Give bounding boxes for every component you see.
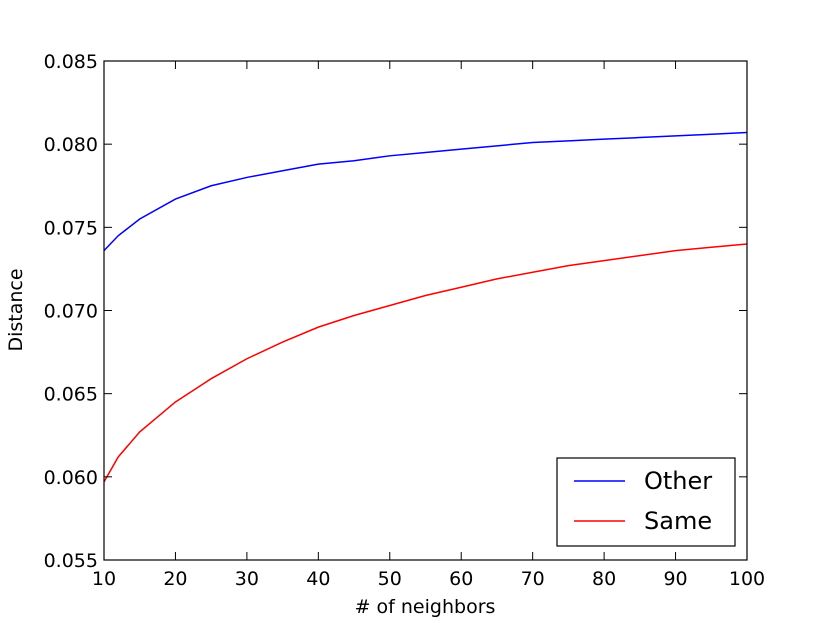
- x-tick-label: 100: [729, 568, 765, 590]
- y-tick-label: 0.060: [44, 467, 98, 489]
- series-lines: [103, 131, 748, 483]
- y-axis-label: Distance: [5, 268, 27, 351]
- x-axis-label: # of neighbors: [355, 596, 496, 618]
- x-tick-label: 30: [235, 568, 259, 590]
- x-tick-label: 80: [592, 568, 616, 590]
- x-tick-label: 40: [306, 568, 330, 590]
- axis-tick-labels: 10 20 30 40 50 60 70 80 90 100 0.055 0.060 0.065 0.07…: [44, 51, 766, 590]
- x-tick-label: 90: [663, 568, 687, 590]
- x-tick-label: 20: [163, 568, 187, 590]
- x-tick-label: 10: [92, 568, 116, 590]
- legend-label-other: Other: [644, 467, 712, 495]
- x-tick-label: 50: [378, 568, 402, 590]
- y-tick-label: 0.055: [44, 550, 98, 572]
- y-tick-label: 0.070: [44, 301, 98, 323]
- x-tick-label: 70: [521, 568, 545, 590]
- axis-ticks: [103, 60, 748, 561]
- y-tick-label: 0.065: [44, 384, 98, 406]
- y-tick-label: 0.075: [44, 217, 98, 239]
- legend-label-same: Same: [644, 507, 712, 535]
- y-tick-label: 0.085: [44, 51, 98, 73]
- x-tick-label: 60: [449, 568, 473, 590]
- legend: Other Same: [556, 457, 736, 547]
- series-line-same: [103, 243, 748, 483]
- legend-box: [556, 457, 736, 547]
- series-line-other: [103, 131, 748, 252]
- y-tick-label: 0.080: [44, 134, 98, 156]
